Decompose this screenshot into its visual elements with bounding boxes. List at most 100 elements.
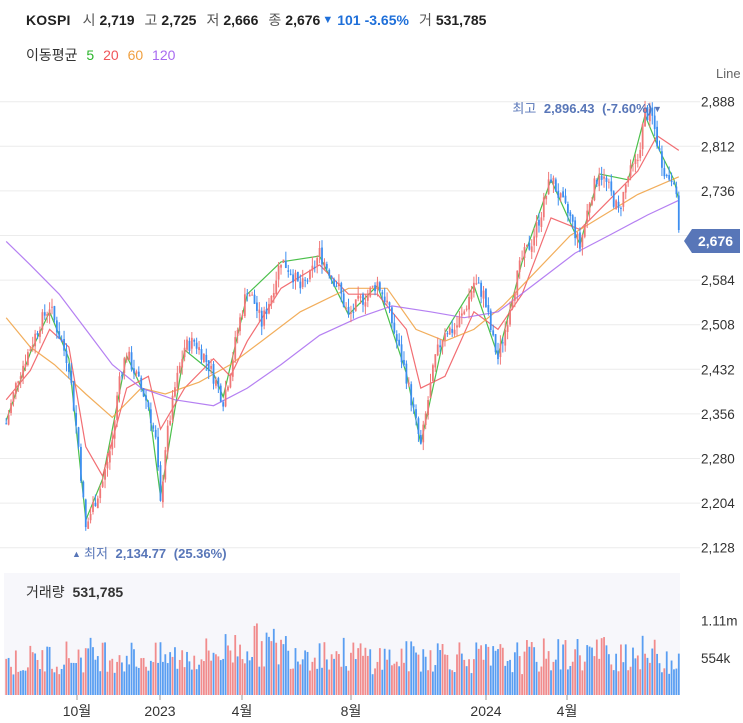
candle-body [198, 347, 200, 351]
candle-body [665, 175, 668, 177]
candle-body [318, 247, 321, 257]
candle-body [147, 402, 150, 408]
volume-bar [77, 649, 80, 695]
volume-bar [591, 647, 593, 695]
volume-bar [333, 658, 335, 695]
ma-line-120 [5, 199, 680, 407]
volume-bar [19, 670, 22, 695]
line-chart-toggle[interactable]: Line [716, 66, 741, 81]
volume-bar [89, 637, 92, 695]
time-tick-label: 8월 [341, 703, 362, 719]
candle-body [441, 340, 444, 348]
candle-body [386, 300, 388, 303]
candle-body [101, 481, 104, 487]
candle-body [215, 380, 217, 386]
time-tick-label: 10월 [63, 703, 91, 719]
volume-bar [403, 662, 405, 695]
volume-bar [304, 650, 307, 695]
candle-body [176, 372, 179, 388]
volume-bar [31, 652, 34, 695]
volume-bar [256, 623, 258, 695]
volume-bar [121, 662, 123, 695]
candle-body [632, 163, 634, 165]
candle-body [579, 232, 581, 249]
candle-body [251, 294, 253, 296]
volume-bar [316, 668, 319, 695]
volume-bar [668, 673, 671, 695]
volume-bar [205, 638, 208, 695]
volume-bar [444, 654, 446, 695]
volume-bar [63, 664, 65, 695]
volume-bar [243, 663, 246, 695]
min-value: 2,134.77 [116, 546, 167, 561]
candle-body [265, 309, 268, 314]
candle-body [24, 363, 27, 367]
candle-body [166, 425, 169, 452]
moving-average-legend[interactable]: 이동평균 5 20 60 120 [26, 45, 180, 65]
candle-body [460, 313, 463, 316]
candle-body [217, 378, 220, 387]
candle-body [403, 359, 405, 365]
volume-bar [92, 647, 94, 695]
min-marker-icon: ▲ [72, 549, 81, 559]
price-tick-label: 2,736 [701, 184, 735, 199]
candle-body [439, 345, 442, 348]
volume-tick-label: 554k [701, 651, 731, 666]
candle-body [540, 217, 543, 227]
candle-body [7, 414, 10, 425]
volume-bar [84, 648, 87, 695]
price-tick-label: 2,128 [701, 541, 735, 556]
volume-bar [258, 666, 261, 695]
volume-bar [405, 641, 408, 695]
candle-body [463, 311, 466, 315]
ma-legend-label: 이동평균 [26, 47, 78, 63]
candle-body [190, 337, 193, 349]
volume-bar [386, 659, 388, 695]
volume-bar [140, 658, 143, 695]
volume-bar [513, 652, 516, 695]
candle-body [22, 365, 24, 378]
candle-body [137, 371, 140, 377]
candle-body [212, 363, 215, 384]
candle-body [516, 270, 519, 296]
volume-bar [183, 667, 186, 695]
candle-body [533, 236, 536, 246]
candle-body [451, 328, 454, 333]
candle-body [345, 308, 348, 310]
volume-bar [465, 666, 468, 695]
volume-bar [658, 663, 661, 695]
min-pct: (25.36%) [174, 546, 227, 561]
candle-body [178, 365, 181, 373]
volume-bar [263, 666, 266, 695]
candle-body [277, 265, 280, 280]
volume-bar [10, 666, 12, 695]
volume-bar [352, 642, 355, 695]
volume-bar [67, 658, 70, 695]
candlesticks [5, 100, 680, 531]
candle-body [378, 282, 381, 291]
low-value: 2,666 [223, 12, 259, 28]
volume-panel-value: 531,785 [73, 584, 124, 600]
candle-body [376, 281, 379, 290]
candle-body [468, 296, 470, 310]
candle-body [658, 148, 661, 151]
candle-body [337, 283, 340, 287]
candle-body [306, 280, 309, 282]
volume-bar [164, 654, 167, 695]
volume-bar [43, 671, 46, 695]
volume-bar [468, 659, 470, 695]
volume-bar [41, 650, 44, 695]
candle-body [487, 305, 490, 312]
candle-body [284, 261, 287, 268]
price-tick-label: 2,584 [701, 273, 735, 288]
volume-bar [617, 671, 620, 695]
candle-body [509, 310, 511, 325]
volume-bar [489, 665, 492, 695]
volume-bar [342, 637, 345, 695]
candle-body [10, 403, 12, 413]
annotations: 최고 2,896.43 (-7.60%) ▼ ▲ 최저 2,134.77 (25… [72, 101, 662, 561]
volume-bar [612, 670, 615, 695]
volume-bar [501, 647, 504, 695]
volume-panel-label: 거래량 [26, 584, 65, 600]
